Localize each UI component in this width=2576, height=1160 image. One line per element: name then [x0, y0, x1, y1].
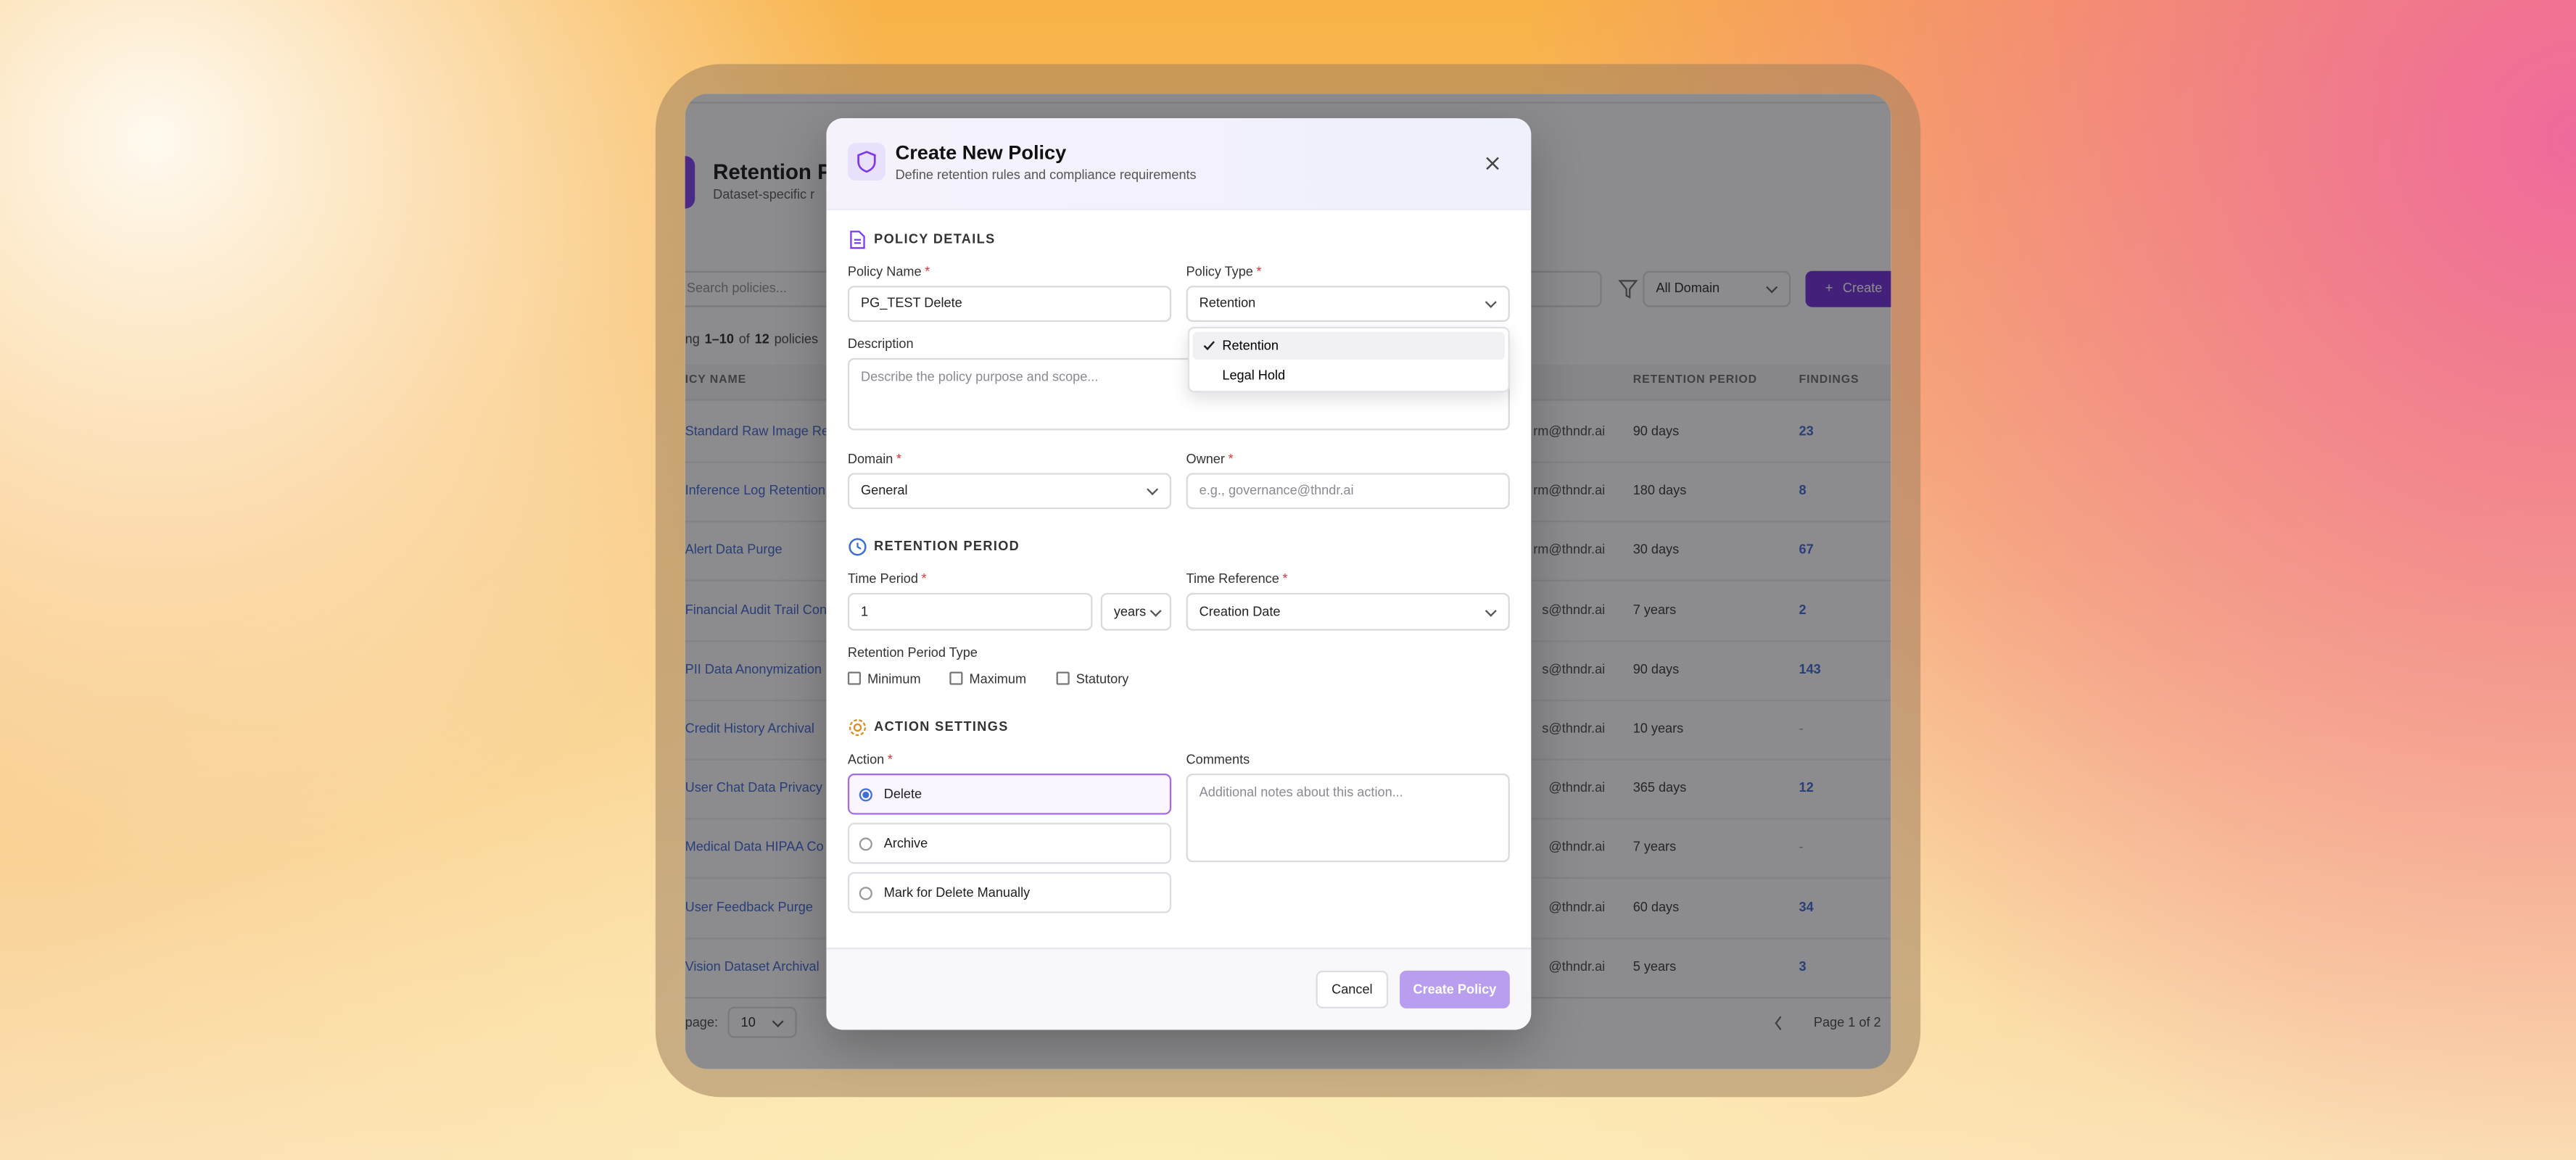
- field-label: Description: [847, 336, 914, 352]
- option-label: Retention: [1222, 338, 1279, 354]
- modal-title: Create New Policy: [895, 141, 1067, 165]
- label-text: Time Reference: [1186, 571, 1279, 587]
- checkbox[interactable]: Maximum: [949, 671, 1027, 689]
- required-mark: *: [925, 264, 930, 280]
- field-label: Time Reference *: [1186, 571, 1288, 588]
- required-mark: *: [1228, 451, 1234, 467]
- field-label: Domain *: [848, 452, 901, 468]
- label-text: Policy Name: [847, 264, 922, 280]
- select-value: Creation Date: [1199, 604, 1281, 620]
- placeholder: Additional notes about this action...: [1199, 784, 1403, 800]
- time-period-input[interactable]: 1: [847, 592, 1093, 631]
- required-mark: *: [1282, 571, 1288, 587]
- option-label: Mark for Delete Manually: [883, 884, 1031, 900]
- action-option[interactable]: Delete: [847, 773, 1172, 815]
- modal: Create New Policy Define retention rules…: [826, 118, 1532, 1030]
- checkbox-label: Minimum: [867, 671, 921, 687]
- owner-input[interactable]: e.g., governance@thndr.ai: [1186, 473, 1510, 510]
- action-option[interactable]: Archive: [847, 822, 1172, 864]
- label-text: Owner: [1186, 451, 1225, 467]
- section-icon: [849, 718, 867, 737]
- field-label: Policy Type *: [1186, 265, 1262, 281]
- input-value: PG_TEST Delete: [861, 295, 962, 311]
- dropdown-option[interactable]: Legal Hold: [1193, 361, 1505, 389]
- label-text: Time Period: [847, 571, 918, 587]
- required-mark: *: [887, 752, 893, 767]
- domain-select[interactable]: General: [847, 473, 1172, 510]
- field-label: Owner *: [1186, 452, 1234, 468]
- field-label: Time Period *: [848, 571, 927, 588]
- placeholder: Describe the policy purpose and scope...: [861, 369, 1099, 385]
- placeholder: e.g., governance@thndr.ai: [1199, 482, 1354, 498]
- modal-subtitle: Define retention rules and compliance re…: [895, 167, 1197, 183]
- section-title: ACTION SETTINGS: [874, 719, 1009, 734]
- unit-select[interactable]: years: [1100, 592, 1172, 631]
- select-value: years: [1113, 604, 1147, 620]
- section-title: POLICY DETAILS: [874, 231, 996, 246]
- field-label: Comments: [1186, 752, 1250, 767]
- modal-header: [826, 118, 1532, 210]
- checkbox-label: Maximum: [969, 671, 1027, 687]
- policy-type-select[interactable]: Retention: [1186, 286, 1510, 322]
- comments-input[interactable]: Additional notes about this action...: [1186, 773, 1510, 863]
- time-reference-select[interactable]: Creation Date: [1186, 592, 1510, 631]
- option-label: Archive: [883, 836, 928, 851]
- label-text: Policy Type: [1186, 264, 1253, 280]
- label-text: Action: [847, 752, 885, 767]
- cancel-button[interactable]: Cancel: [1316, 970, 1389, 1008]
- label-text: Domain: [847, 451, 893, 467]
- modal-icon: [847, 143, 886, 181]
- close-button[interactable]: [1485, 156, 1500, 170]
- field-label: Action *: [848, 753, 893, 769]
- section-title: RETENTION PERIOD: [874, 539, 1020, 554]
- field-label: Policy Name *: [848, 265, 930, 281]
- checkbox-label: Statutory: [1076, 671, 1129, 687]
- dropdown-menu: Retention Legal Hold: [1187, 326, 1510, 393]
- required-mark: *: [896, 451, 901, 467]
- policy-name-input[interactable]: PG_TEST Delete: [847, 286, 1172, 322]
- option-label: Delete: [883, 787, 922, 802]
- input-value: 1: [861, 604, 869, 620]
- required-mark: *: [1256, 264, 1262, 280]
- required-mark: *: [921, 571, 927, 587]
- field-label: Retention Period Type: [847, 645, 978, 660]
- create-policy-button[interactable]: Create Policy: [1400, 970, 1510, 1008]
- select-value: General: [861, 482, 908, 498]
- checkbox[interactable]: Minimum: [847, 671, 921, 689]
- dropdown-option[interactable]: Retention: [1192, 331, 1506, 360]
- section-icon: [849, 538, 867, 556]
- checkbox[interactable]: Statutory: [1056, 671, 1129, 689]
- option-label: Legal Hold: [1222, 368, 1286, 383]
- select-value: Retention: [1199, 295, 1256, 311]
- section-icon: [850, 231, 865, 249]
- action-option[interactable]: Mark for Delete Manually: [847, 871, 1172, 914]
